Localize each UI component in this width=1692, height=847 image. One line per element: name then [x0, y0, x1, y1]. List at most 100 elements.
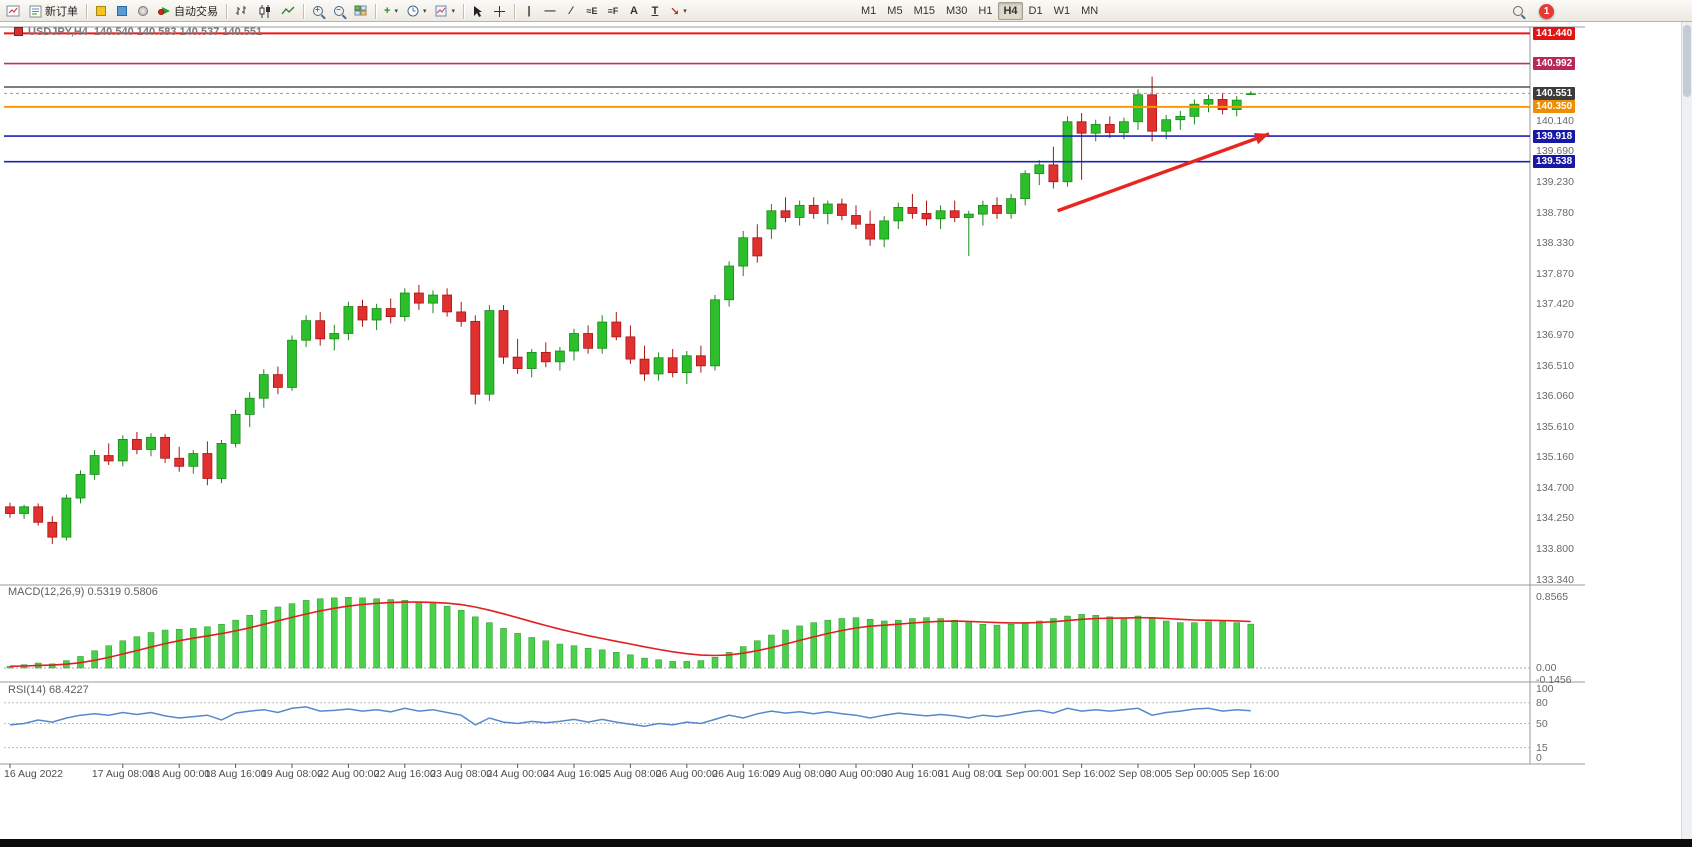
- rsi-label: RSI(14) 68.4227: [8, 684, 89, 696]
- macd-bar: [880, 620, 888, 669]
- macd-bar: [331, 597, 338, 669]
- timeframe-h1-button[interactable]: H1: [978, 5, 993, 17]
- candle-body: [1203, 99, 1214, 105]
- chevron-down-icon: ▾: [451, 8, 455, 15]
- label-tool-button[interactable]: T: [645, 1, 665, 21]
- trendline-tool-button[interactable]: ∕: [561, 1, 581, 21]
- text-tool-button[interactable]: A: [624, 1, 644, 21]
- candle-body: [174, 457, 185, 467]
- new-order-label: 新订单: [45, 6, 78, 18]
- cursor-button[interactable]: [468, 1, 488, 21]
- candle-body: [992, 204, 1002, 214]
- market-watch-button[interactable]: [91, 1, 111, 21]
- candle-body: [639, 358, 650, 375]
- macd-bar: [655, 659, 662, 669]
- timeframe-m1-button[interactable]: M1: [861, 5, 877, 17]
- vertical-line-tool-button[interactable]: |: [519, 1, 539, 21]
- candle-body: [47, 521, 58, 538]
- indicators-icon: +: [384, 5, 391, 17]
- chevron-down-icon: ▾: [422, 8, 427, 15]
- notification-badge[interactable]: 1: [1539, 3, 1554, 19]
- candle-body: [343, 306, 354, 334]
- macd-bar: [1134, 615, 1142, 669]
- data-window-button[interactable]: [112, 1, 132, 21]
- line-chart-button[interactable]: [277, 1, 299, 21]
- macd-bar: [866, 619, 874, 669]
- macd-bar: [133, 636, 141, 669]
- candle-body: [653, 357, 664, 375]
- templates-button[interactable]: ▾: [431, 1, 459, 21]
- timeframe-h4-button[interactable]: H4: [998, 2, 1023, 20]
- candle-body: [681, 355, 692, 373]
- macd-bar: [852, 617, 860, 669]
- navigator-button[interactable]: [133, 1, 153, 21]
- timeframe-m30-button[interactable]: M30: [945, 5, 968, 17]
- timeframe-w1-button[interactable]: W1: [1053, 5, 1071, 17]
- candlestick-chart-button[interactable]: [254, 1, 276, 21]
- candle-body: [1076, 121, 1087, 134]
- timeframe-m5-button[interactable]: M5: [887, 5, 903, 17]
- candle-body: [822, 203, 833, 214]
- macd-bar: [359, 597, 366, 669]
- clock-icon: [407, 5, 419, 17]
- macd-bar: [1177, 622, 1184, 669]
- new-chart-button[interactable]: [2, 1, 24, 21]
- candle-body: [230, 414, 241, 444]
- macd-bar: [739, 646, 747, 669]
- candle-body: [1020, 173, 1031, 200]
- macd-bar: [1021, 622, 1029, 669]
- timeframe-d1-button[interactable]: D1: [1028, 5, 1043, 17]
- candle-body: [75, 474, 86, 499]
- elliott-wave-tool-button[interactable]: ≈E: [582, 1, 602, 21]
- macd-bar: [570, 645, 578, 669]
- macd-bar: [782, 629, 789, 669]
- fibonacci-tool-button[interactable]: ≡F: [603, 1, 623, 21]
- chart-symbol-icon: [14, 27, 23, 36]
- periods-button[interactable]: ▾: [403, 1, 431, 21]
- chevron-down-icon: ▾: [683, 8, 687, 15]
- macd-bar: [641, 657, 648, 669]
- timeframe-m15-button[interactable]: M15: [913, 5, 935, 17]
- candle-body: [512, 356, 523, 369]
- candle-body: [526, 351, 537, 369]
- macd-bar: [204, 626, 211, 669]
- new-order-button[interactable]: 新订单: [25, 1, 82, 21]
- candle-body: [935, 210, 946, 220]
- candle-body: [456, 311, 467, 322]
- arrows-tool-button[interactable]: ↘ ▾: [666, 1, 691, 21]
- macd-bar: [218, 624, 225, 669]
- macd-bar: [1092, 614, 1099, 669]
- scrollbar[interactable]: [1681, 22, 1692, 839]
- zoom-in-button[interactable]: +: [308, 1, 328, 21]
- trendline-icon: ∕: [570, 5, 572, 17]
- zoom-out-button[interactable]: −: [329, 1, 349, 21]
- indicators-button[interactable]: + ▾: [380, 1, 402, 21]
- search-button[interactable]: [1508, 1, 1528, 21]
- tile-windows-button[interactable]: [350, 1, 371, 21]
- candle-body: [202, 453, 213, 479]
- chevron-down-icon: ▾: [394, 8, 398, 15]
- macd-label: MACD(12,26,9) 0.5319 0.5806: [8, 586, 158, 598]
- candle-body: [851, 215, 861, 225]
- macd-bar: [909, 618, 916, 669]
- chart-canvas[interactable]: [0, 22, 1692, 839]
- candle-body: [357, 306, 368, 321]
- chart-title: USDJPY,H4 140.540 140.583 140.537 140.551: [14, 26, 262, 38]
- text-tool-icon: A: [630, 5, 638, 17]
- macd-bar: [627, 654, 634, 669]
- scrollbar-thumb[interactable]: [1683, 25, 1691, 97]
- macd-bar: [768, 634, 775, 669]
- bar-chart-button[interactable]: [231, 1, 253, 21]
- crosshair-button[interactable]: [489, 1, 510, 21]
- macd-bar: [528, 637, 535, 669]
- macd-bar: [796, 625, 803, 669]
- candle-body: [907, 206, 918, 214]
- auto-trading-button[interactable]: 自动交易: [154, 1, 222, 21]
- candle-body: [865, 223, 875, 240]
- candle-body: [428, 294, 438, 304]
- candle-body: [61, 497, 72, 538]
- macd-bar: [415, 601, 423, 669]
- timeframe-mn-button[interactable]: MN: [1081, 5, 1099, 17]
- horizontal-line-tool-button[interactable]: —: [540, 1, 560, 21]
- auto-trading-label: 自动交易: [174, 6, 218, 18]
